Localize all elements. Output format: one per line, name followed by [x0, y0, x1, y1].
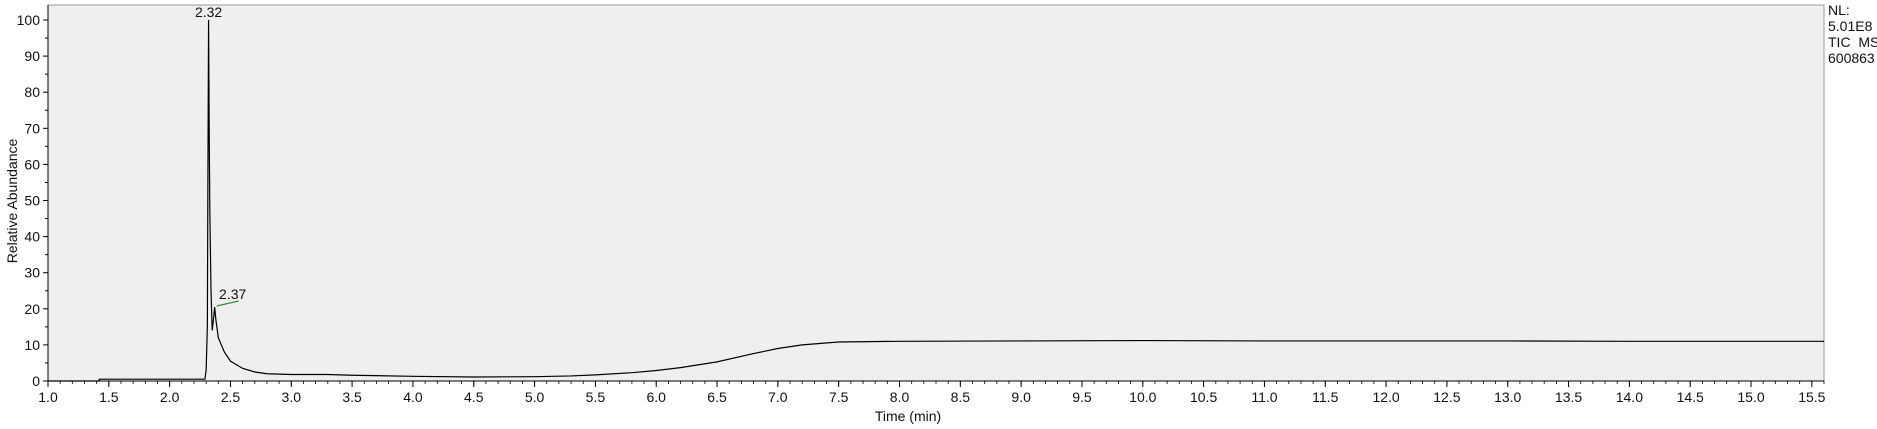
y-tick-label: 100: [17, 12, 41, 28]
x-tick-label: 9.0: [1011, 389, 1031, 405]
y-tick-label: 60: [24, 156, 40, 172]
x-tick-label: 2.0: [160, 389, 180, 405]
x-tick-label: 2.5: [221, 389, 241, 405]
y-axis-title: Relative Abundance: [4, 139, 20, 264]
x-axis-title: Time (min): [875, 408, 941, 424]
x-tick-label: 3.0: [282, 389, 302, 405]
x-tick-label: 14.5: [1677, 389, 1704, 405]
x-tick-label: 6.0: [646, 389, 666, 405]
x-tick-label: 11.5: [1312, 389, 1338, 405]
x-tick-label: 10.0: [1129, 389, 1156, 405]
x-tick-label: 7.0: [768, 389, 788, 405]
x-tick-label: 8.0: [890, 389, 910, 405]
info-line-norm-level: 5.01E8: [1828, 18, 1873, 34]
y-tick-label: 70: [24, 120, 40, 136]
peak-label-secondary: 2.37: [219, 286, 246, 302]
peak-annotations: 2.32 2.37: [195, 4, 246, 307]
x-tick-label: 1.5: [99, 389, 119, 405]
x-tick-label: 15.5: [1798, 389, 1825, 405]
x-tick-label: 13.5: [1555, 389, 1582, 405]
x-tick-label: 10.5: [1190, 389, 1217, 405]
info-line-file: 600863: [1828, 50, 1875, 66]
x-tick-label: 3.5: [342, 389, 362, 405]
peak-label-leader: [216, 300, 239, 307]
x-tick-label: 6.5: [707, 389, 727, 405]
tic-trace-line: [48, 19, 1824, 382]
peak-label-main: 2.32: [195, 4, 222, 20]
y-tick-label: 50: [24, 193, 40, 209]
trace-info: NL: 5.01E8 TIC MS 600863: [1828, 2, 1877, 66]
x-tick-label: 5.5: [586, 389, 606, 405]
info-line-trace-type: TIC MS: [1828, 34, 1877, 50]
x-tick-label: 1.0: [38, 389, 58, 405]
y-tick-label: 90: [24, 48, 40, 64]
x-tick-label: 9.5: [1072, 389, 1092, 405]
x-tick-label: 13.0: [1494, 389, 1521, 405]
plot-area-background: [47, 4, 1825, 382]
y-tick-label: 80: [24, 84, 40, 100]
info-line-nl: NL:: [1828, 2, 1850, 18]
x-tick-label: 14.0: [1616, 389, 1643, 405]
y-tick-label: 0: [32, 373, 40, 389]
y-tick-label: 10: [24, 337, 40, 353]
y-axis: 0 10 20 30 40 50 60 70 80 90 100: [17, 5, 49, 389]
y-tick-label: 30: [24, 265, 40, 281]
x-tick-label: 7.5: [829, 389, 849, 405]
y-tick-label: 40: [24, 229, 40, 245]
x-tick-label: 5.0: [525, 389, 545, 405]
x-tick-label: 11.0: [1251, 389, 1277, 405]
y-tick-label: 20: [24, 301, 40, 317]
x-tick-label: 8.5: [951, 389, 971, 405]
x-tick-label: 12.5: [1433, 389, 1460, 405]
x-tick-label: 15.0: [1737, 389, 1764, 405]
x-tick-label: 4.5: [464, 389, 484, 405]
x-axis: 1.0 1.5 2.0 2.5 3.0 3.5 4.0 4.5 5.0 5.5 6.0 6.5 7.0 7…: [38, 380, 1826, 405]
x-tick-label: 12.0: [1372, 389, 1399, 405]
x-tick-label: 4.0: [403, 389, 423, 405]
